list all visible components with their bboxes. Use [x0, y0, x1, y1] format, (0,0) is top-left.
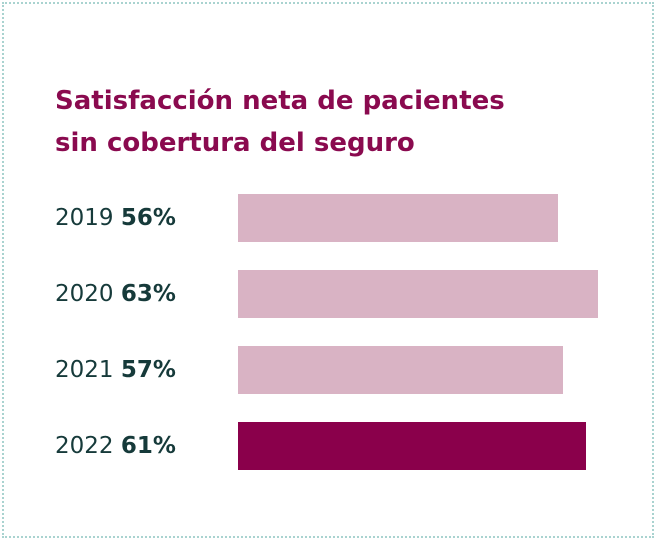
value-label: 63%: [120, 281, 176, 307]
row-label: 2022 61%: [55, 422, 176, 470]
bar: [238, 346, 564, 394]
row-label: 2019 56%: [55, 194, 176, 242]
category-label: 2021: [55, 357, 114, 383]
bar: [238, 194, 558, 242]
bar: [238, 270, 598, 318]
bar: [238, 422, 587, 470]
category-label: 2020: [55, 281, 114, 307]
chart-title: Satisfacción neta de pacientes sin cober…: [55, 86, 505, 158]
row-label: 2021 57%: [55, 346, 176, 394]
value-label: 57%: [120, 357, 176, 383]
value-label: 56%: [120, 205, 176, 231]
category-label: 2022: [55, 433, 114, 459]
row-label: 2020 63%: [55, 270, 176, 318]
category-label: 2019: [55, 205, 114, 231]
value-label: 61%: [120, 433, 176, 459]
